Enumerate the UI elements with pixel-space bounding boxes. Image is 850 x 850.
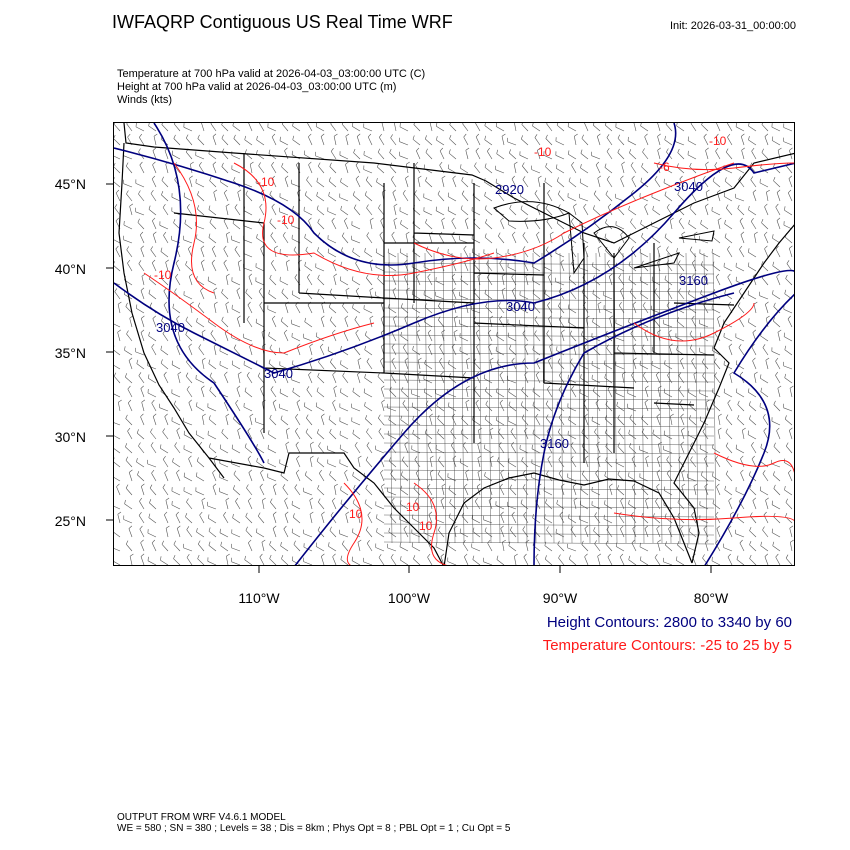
subtitle-height: Height at 700 hPa valid at 2026-04-03_03… [117, 81, 397, 93]
temperature-label: -10 [534, 145, 552, 159]
height-label: 3040 [156, 320, 185, 335]
lon-tick-90: 90°W [542, 590, 578, 606]
lon-tick-100: 100°W [387, 590, 431, 606]
map-title: IWFAQRP Contiguous US Real Time WRF [112, 12, 453, 32]
temperature-label: -10 [277, 213, 295, 227]
legend-height: Height Contours: 2800 to 3340 by 60 [546, 614, 792, 631]
height-contour-0 [114, 123, 677, 266]
temperature-label: -10 [154, 268, 172, 282]
height-label: 3160 [679, 273, 708, 288]
temperature-label: 10 [406, 500, 420, 514]
temperature-label: -10 [709, 134, 727, 148]
height-contour-1 [114, 162, 794, 374]
temperature-contour-3 [653, 162, 794, 171]
footer-model: OUTPUT FROM WRF V4.6.1 MODEL [117, 812, 286, 823]
temperature-contour-6 [613, 512, 794, 522]
state-borders [118, 123, 794, 565]
temperature-contour-7 [633, 302, 755, 342]
legend-temperature: Temperature Contours: -25 to 25 by 5 [542, 637, 792, 654]
lat-tick-25: 25°N [54, 513, 86, 529]
temperature-contours [143, 162, 794, 565]
height-contour-5 [704, 293, 794, 565]
init-time: Init: 2026-03-31_00:00:00 [670, 20, 796, 32]
temperature-contour-1 [413, 162, 735, 260]
temperature-contour-0 [233, 162, 495, 276]
map-canvas: 2920 3040 3040 3040 3040 3160 3160 -10 -10 -10 -10… [114, 123, 794, 565]
weather-map: 2920 3040 3040 3040 3040 3160 3160 -10 -10 -10 -10… [113, 122, 795, 566]
temperature-label: 10 [419, 519, 433, 533]
lat-tick-45: 45°N [54, 176, 86, 192]
height-contour-3 [294, 269, 794, 565]
contour-labels: 2920 3040 3040 3040 3040 3160 3160 -10 -10 -10 -10… [154, 134, 727, 533]
temperature-contour-2 [143, 272, 375, 354]
temperature-label: -6 [659, 160, 670, 174]
height-label: 2920 [495, 182, 524, 197]
height-label: 3040 [264, 366, 293, 381]
lat-tick-35: 35°N [54, 345, 86, 361]
height-label: 3040 [506, 299, 535, 314]
height-contours [114, 123, 794, 565]
temperature-contour-8 [713, 452, 794, 474]
temperature-label: -10 [257, 175, 275, 189]
subtitle-temperature: Temperature at 700 hPa valid at 2026-04-… [117, 68, 426, 80]
temperature-label: 10 [349, 507, 363, 521]
temperature-contour-9 [173, 162, 215, 294]
footer-config: WE = 580 ; SN = 380 ; Levels = 38 ; Dis … [117, 823, 511, 834]
temperature-contour-4 [343, 482, 363, 565]
height-contour-4 [533, 292, 735, 565]
lat-tick-30: 30°N [54, 429, 86, 445]
great-lakes [493, 201, 715, 275]
temperature-contour-5 [413, 482, 447, 565]
height-label: 3040 [674, 179, 703, 194]
subtitle-winds: Winds (kts) [117, 94, 172, 106]
lat-tick-40: 40°N [54, 261, 86, 277]
lon-tick-110: 110°W [238, 590, 280, 606]
height-contour-2 [153, 123, 265, 464]
wind-barbs [114, 123, 794, 565]
lon-tick-80: 80°W [693, 590, 729, 606]
height-label: 3160 [540, 436, 569, 451]
